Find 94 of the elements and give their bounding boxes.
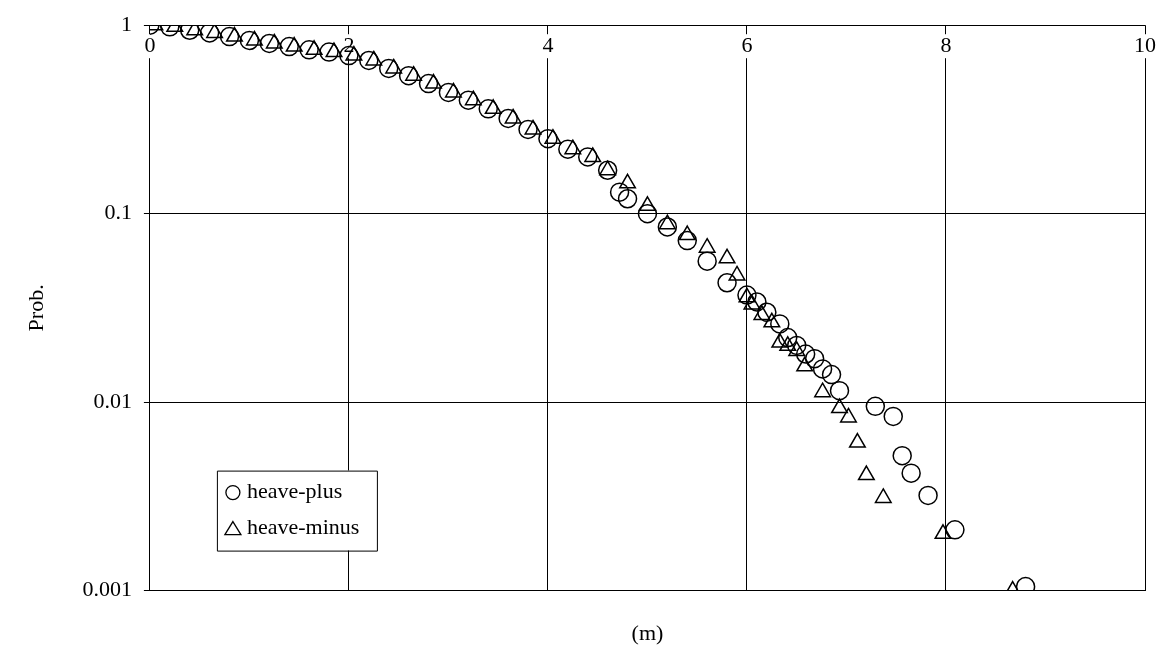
y-tick-label: 0.1 bbox=[104, 199, 132, 225]
x-tick-label: 6 bbox=[741, 31, 753, 57]
point bbox=[658, 214, 676, 230]
point bbox=[544, 128, 562, 144]
point bbox=[405, 65, 423, 81]
point bbox=[458, 90, 479, 110]
x-tick-label: 8 bbox=[940, 31, 952, 57]
y-axis-title: Prob. bbox=[22, 284, 48, 332]
point bbox=[883, 406, 903, 427]
point bbox=[796, 356, 814, 372]
x-tick-label: 10 bbox=[1134, 31, 1156, 57]
point bbox=[786, 335, 807, 356]
point bbox=[892, 445, 912, 466]
point bbox=[934, 524, 952, 540]
point bbox=[424, 73, 443, 89]
point bbox=[901, 463, 921, 483]
point bbox=[279, 36, 299, 57]
point bbox=[484, 99, 502, 115]
point bbox=[365, 50, 383, 66]
point bbox=[874, 488, 892, 504]
point bbox=[285, 36, 303, 52]
point bbox=[829, 380, 850, 401]
point bbox=[524, 119, 542, 135]
point bbox=[265, 33, 283, 49]
point bbox=[743, 294, 761, 310]
point bbox=[814, 382, 832, 398]
point bbox=[757, 302, 777, 322]
point bbox=[444, 82, 462, 98]
point bbox=[398, 65, 419, 86]
point bbox=[747, 292, 767, 312]
y-tick-label: 1 bbox=[120, 10, 132, 36]
point bbox=[779, 336, 797, 352]
point bbox=[617, 188, 638, 209]
point bbox=[219, 26, 240, 47]
legend-label: heave-plus bbox=[246, 478, 343, 504]
point bbox=[717, 273, 737, 293]
point bbox=[718, 248, 736, 264]
point bbox=[259, 33, 280, 54]
point bbox=[538, 128, 558, 149]
point bbox=[865, 396, 886, 417]
point bbox=[804, 348, 825, 369]
point bbox=[945, 520, 965, 540]
point bbox=[564, 139, 582, 155]
point bbox=[698, 237, 716, 253]
point bbox=[558, 139, 578, 159]
point bbox=[418, 73, 439, 94]
point bbox=[657, 217, 678, 237]
point bbox=[839, 407, 857, 423]
point bbox=[857, 465, 875, 481]
point bbox=[795, 344, 816, 364]
point bbox=[378, 58, 399, 79]
point bbox=[778, 327, 798, 348]
point bbox=[245, 30, 263, 46]
point bbox=[619, 173, 637, 189]
point bbox=[678, 225, 696, 241]
point bbox=[478, 99, 498, 119]
point bbox=[753, 305, 771, 321]
point bbox=[385, 58, 403, 74]
y-tick-label: 0.01 bbox=[93, 387, 132, 413]
point bbox=[848, 432, 866, 448]
point bbox=[763, 312, 781, 328]
point bbox=[609, 182, 630, 202]
point bbox=[918, 485, 938, 506]
point bbox=[584, 147, 602, 163]
point bbox=[677, 230, 697, 251]
point bbox=[771, 332, 789, 348]
point bbox=[830, 398, 849, 414]
point bbox=[788, 341, 806, 357]
legend-label: heave-minus bbox=[246, 514, 360, 540]
x-tick-label: 4 bbox=[542, 31, 554, 57]
point bbox=[438, 82, 459, 103]
point bbox=[464, 90, 482, 106]
point bbox=[225, 26, 244, 42]
x-axis-title: (m) bbox=[631, 619, 664, 645]
point bbox=[577, 147, 598, 167]
point bbox=[305, 40, 323, 56]
point bbox=[498, 108, 518, 129]
point bbox=[638, 196, 656, 212]
point bbox=[359, 50, 379, 71]
point bbox=[812, 359, 833, 379]
point bbox=[239, 30, 260, 51]
point bbox=[325, 42, 343, 58]
point bbox=[697, 251, 717, 271]
point bbox=[206, 25, 224, 39]
point bbox=[299, 40, 319, 60]
point bbox=[821, 364, 842, 385]
point bbox=[637, 203, 658, 224]
point bbox=[504, 108, 522, 124]
x-tick-label: 0 bbox=[144, 31, 156, 57]
point bbox=[770, 314, 790, 334]
point bbox=[728, 265, 746, 281]
point bbox=[319, 42, 339, 62]
point bbox=[518, 119, 538, 140]
y-tick-label: 0.001 bbox=[82, 576, 132, 602]
